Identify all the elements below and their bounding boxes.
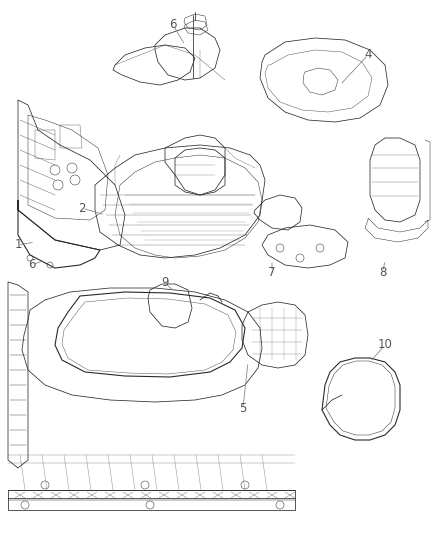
Text: 2: 2 (78, 201, 86, 214)
Text: 6: 6 (169, 19, 177, 31)
Text: 7: 7 (268, 265, 276, 279)
Text: 1: 1 (14, 238, 22, 252)
Text: 10: 10 (378, 338, 392, 351)
Text: 5: 5 (239, 401, 247, 415)
Text: 8: 8 (379, 265, 387, 279)
Text: 6: 6 (28, 259, 36, 271)
Text: 4: 4 (364, 49, 372, 61)
Text: 9: 9 (161, 277, 169, 289)
